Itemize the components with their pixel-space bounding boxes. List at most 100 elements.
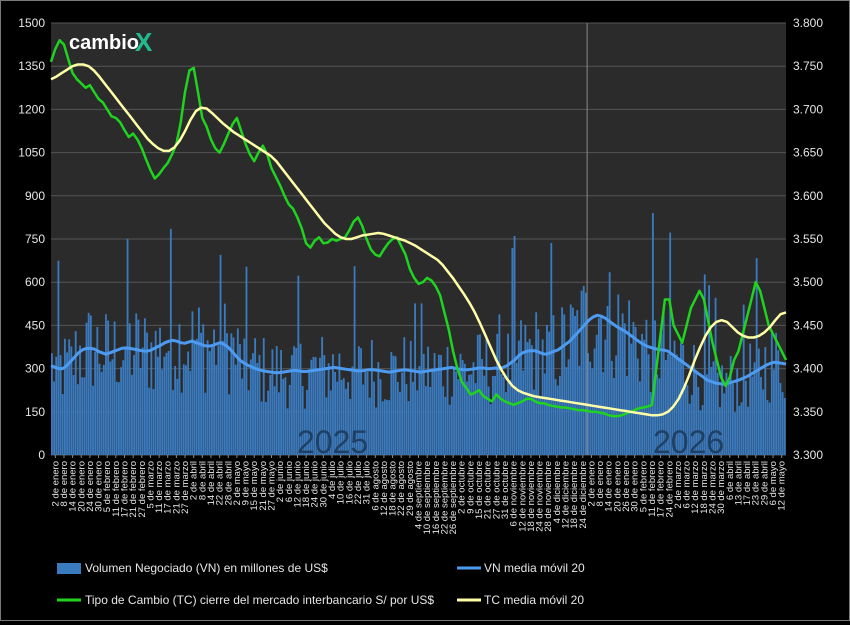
volume-bar bbox=[204, 392, 207, 455]
volume-bar bbox=[288, 384, 291, 455]
x-tick-label: 24 de noviembre bbox=[535, 461, 546, 532]
volume-bar bbox=[533, 389, 535, 455]
volume-bar bbox=[595, 334, 598, 455]
volume-bar bbox=[150, 342, 153, 455]
x-tick-label: 6 de junio bbox=[284, 461, 295, 502]
volume-bar bbox=[407, 401, 410, 455]
volume-bar bbox=[70, 346, 73, 455]
volume-bar bbox=[165, 352, 168, 455]
volume-bar bbox=[241, 378, 244, 455]
volume-bar bbox=[254, 338, 257, 455]
x-tick-label: 21 de marzo bbox=[171, 461, 182, 514]
volume-bar bbox=[230, 333, 233, 455]
volume-bar bbox=[87, 312, 90, 455]
volume-bar bbox=[481, 359, 484, 455]
x-tick-label: 9 de mayo bbox=[241, 461, 252, 505]
volume-bar bbox=[427, 346, 429, 455]
volume-bar bbox=[764, 346, 767, 455]
legend-swatch-vn bbox=[57, 563, 81, 574]
volume-bar bbox=[198, 307, 200, 455]
volume-bar bbox=[234, 364, 237, 455]
x-tick-label: 12 de diciembre bbox=[561, 461, 572, 529]
volume-bar bbox=[375, 407, 378, 455]
volume-bar bbox=[325, 397, 328, 455]
volume-bar bbox=[773, 369, 775, 455]
volume-bar bbox=[645, 319, 648, 455]
volume-bar bbox=[107, 320, 110, 455]
volume-bar bbox=[593, 348, 596, 455]
volume-bar bbox=[366, 371, 369, 455]
y-right-tick-label: 3.800 bbox=[793, 16, 823, 30]
volume-bar bbox=[747, 406, 749, 455]
y-left-tick-label: 1350 bbox=[18, 59, 45, 73]
volume-bar bbox=[762, 389, 765, 455]
y-left-tick-label: 300 bbox=[25, 362, 45, 376]
logo-text: cambio bbox=[69, 32, 139, 54]
volume-bar bbox=[457, 379, 460, 455]
volume-bar bbox=[442, 386, 445, 455]
y-right-tick-label: 3.300 bbox=[793, 448, 823, 462]
y-left-tick-label: 0 bbox=[38, 448, 45, 462]
volume-bar bbox=[658, 378, 661, 455]
volume-bar bbox=[53, 381, 55, 455]
x-tick-label: 8 de abril bbox=[197, 461, 208, 500]
volume-bar bbox=[453, 367, 455, 455]
volume-bar bbox=[680, 342, 682, 455]
volume-bar bbox=[479, 334, 481, 455]
volume-bar bbox=[409, 340, 412, 455]
volume-bar bbox=[734, 412, 736, 455]
volume-bar bbox=[124, 348, 127, 455]
volume-bar bbox=[639, 381, 641, 455]
volume-bar bbox=[347, 382, 349, 455]
volume-bar bbox=[463, 363, 466, 455]
volume-bar bbox=[260, 401, 263, 455]
volume-bar bbox=[210, 345, 213, 455]
volume-bar bbox=[414, 303, 417, 455]
volume-bar bbox=[489, 404, 492, 455]
volume-bar bbox=[706, 374, 708, 455]
x-tick-label: 8 de enero bbox=[595, 461, 606, 506]
volume-bar bbox=[353, 266, 356, 455]
volume-bar bbox=[727, 382, 730, 455]
volume-bar bbox=[109, 361, 112, 455]
volume-bar bbox=[552, 315, 555, 455]
series-lines bbox=[49, 39, 788, 418]
volume-bar bbox=[332, 354, 334, 455]
x-tick-label: 18 de agosto bbox=[388, 461, 399, 516]
volume-bar bbox=[113, 321, 116, 455]
x-tick-label: 21 de mayo bbox=[258, 461, 269, 511]
volume-bar bbox=[424, 386, 427, 455]
volume-bar bbox=[517, 340, 520, 455]
volume-bar bbox=[615, 355, 618, 455]
volume-bar bbox=[215, 364, 218, 455]
volume-bar bbox=[600, 316, 602, 455]
x-tick-label: 10 de julio bbox=[336, 461, 347, 504]
volume-bar bbox=[74, 331, 77, 455]
volume-bar bbox=[243, 338, 246, 455]
volume-bar bbox=[193, 343, 196, 455]
tc-moving-average-line bbox=[50, 63, 787, 417]
volume-bar bbox=[468, 374, 471, 455]
volume-bar bbox=[671, 356, 674, 455]
volume-bar bbox=[383, 399, 386, 455]
volume-bar bbox=[258, 354, 261, 455]
volume-bar bbox=[399, 391, 401, 455]
y-left-tick-label: 1200 bbox=[18, 102, 45, 116]
vn-moving-average-line bbox=[50, 313, 787, 386]
volume-bar bbox=[265, 402, 267, 455]
volume-bar bbox=[634, 326, 637, 455]
volume-bar bbox=[781, 392, 784, 455]
volume-bar bbox=[312, 356, 315, 455]
x-tick-label: 17 de febrero bbox=[656, 461, 667, 518]
x-tick-label: 4 de diciembre bbox=[552, 461, 563, 523]
volume-bar bbox=[195, 338, 198, 455]
x-tick-label: 10 de septiembre bbox=[422, 461, 433, 534]
volume-bar bbox=[226, 333, 228, 455]
volume-bar bbox=[284, 377, 287, 455]
volume-bar bbox=[55, 356, 58, 455]
volume-bar bbox=[79, 345, 81, 455]
volume-bar bbox=[472, 362, 475, 455]
volume-bar bbox=[213, 329, 215, 455]
volume-bar bbox=[621, 313, 624, 455]
volume-bar bbox=[677, 359, 680, 455]
